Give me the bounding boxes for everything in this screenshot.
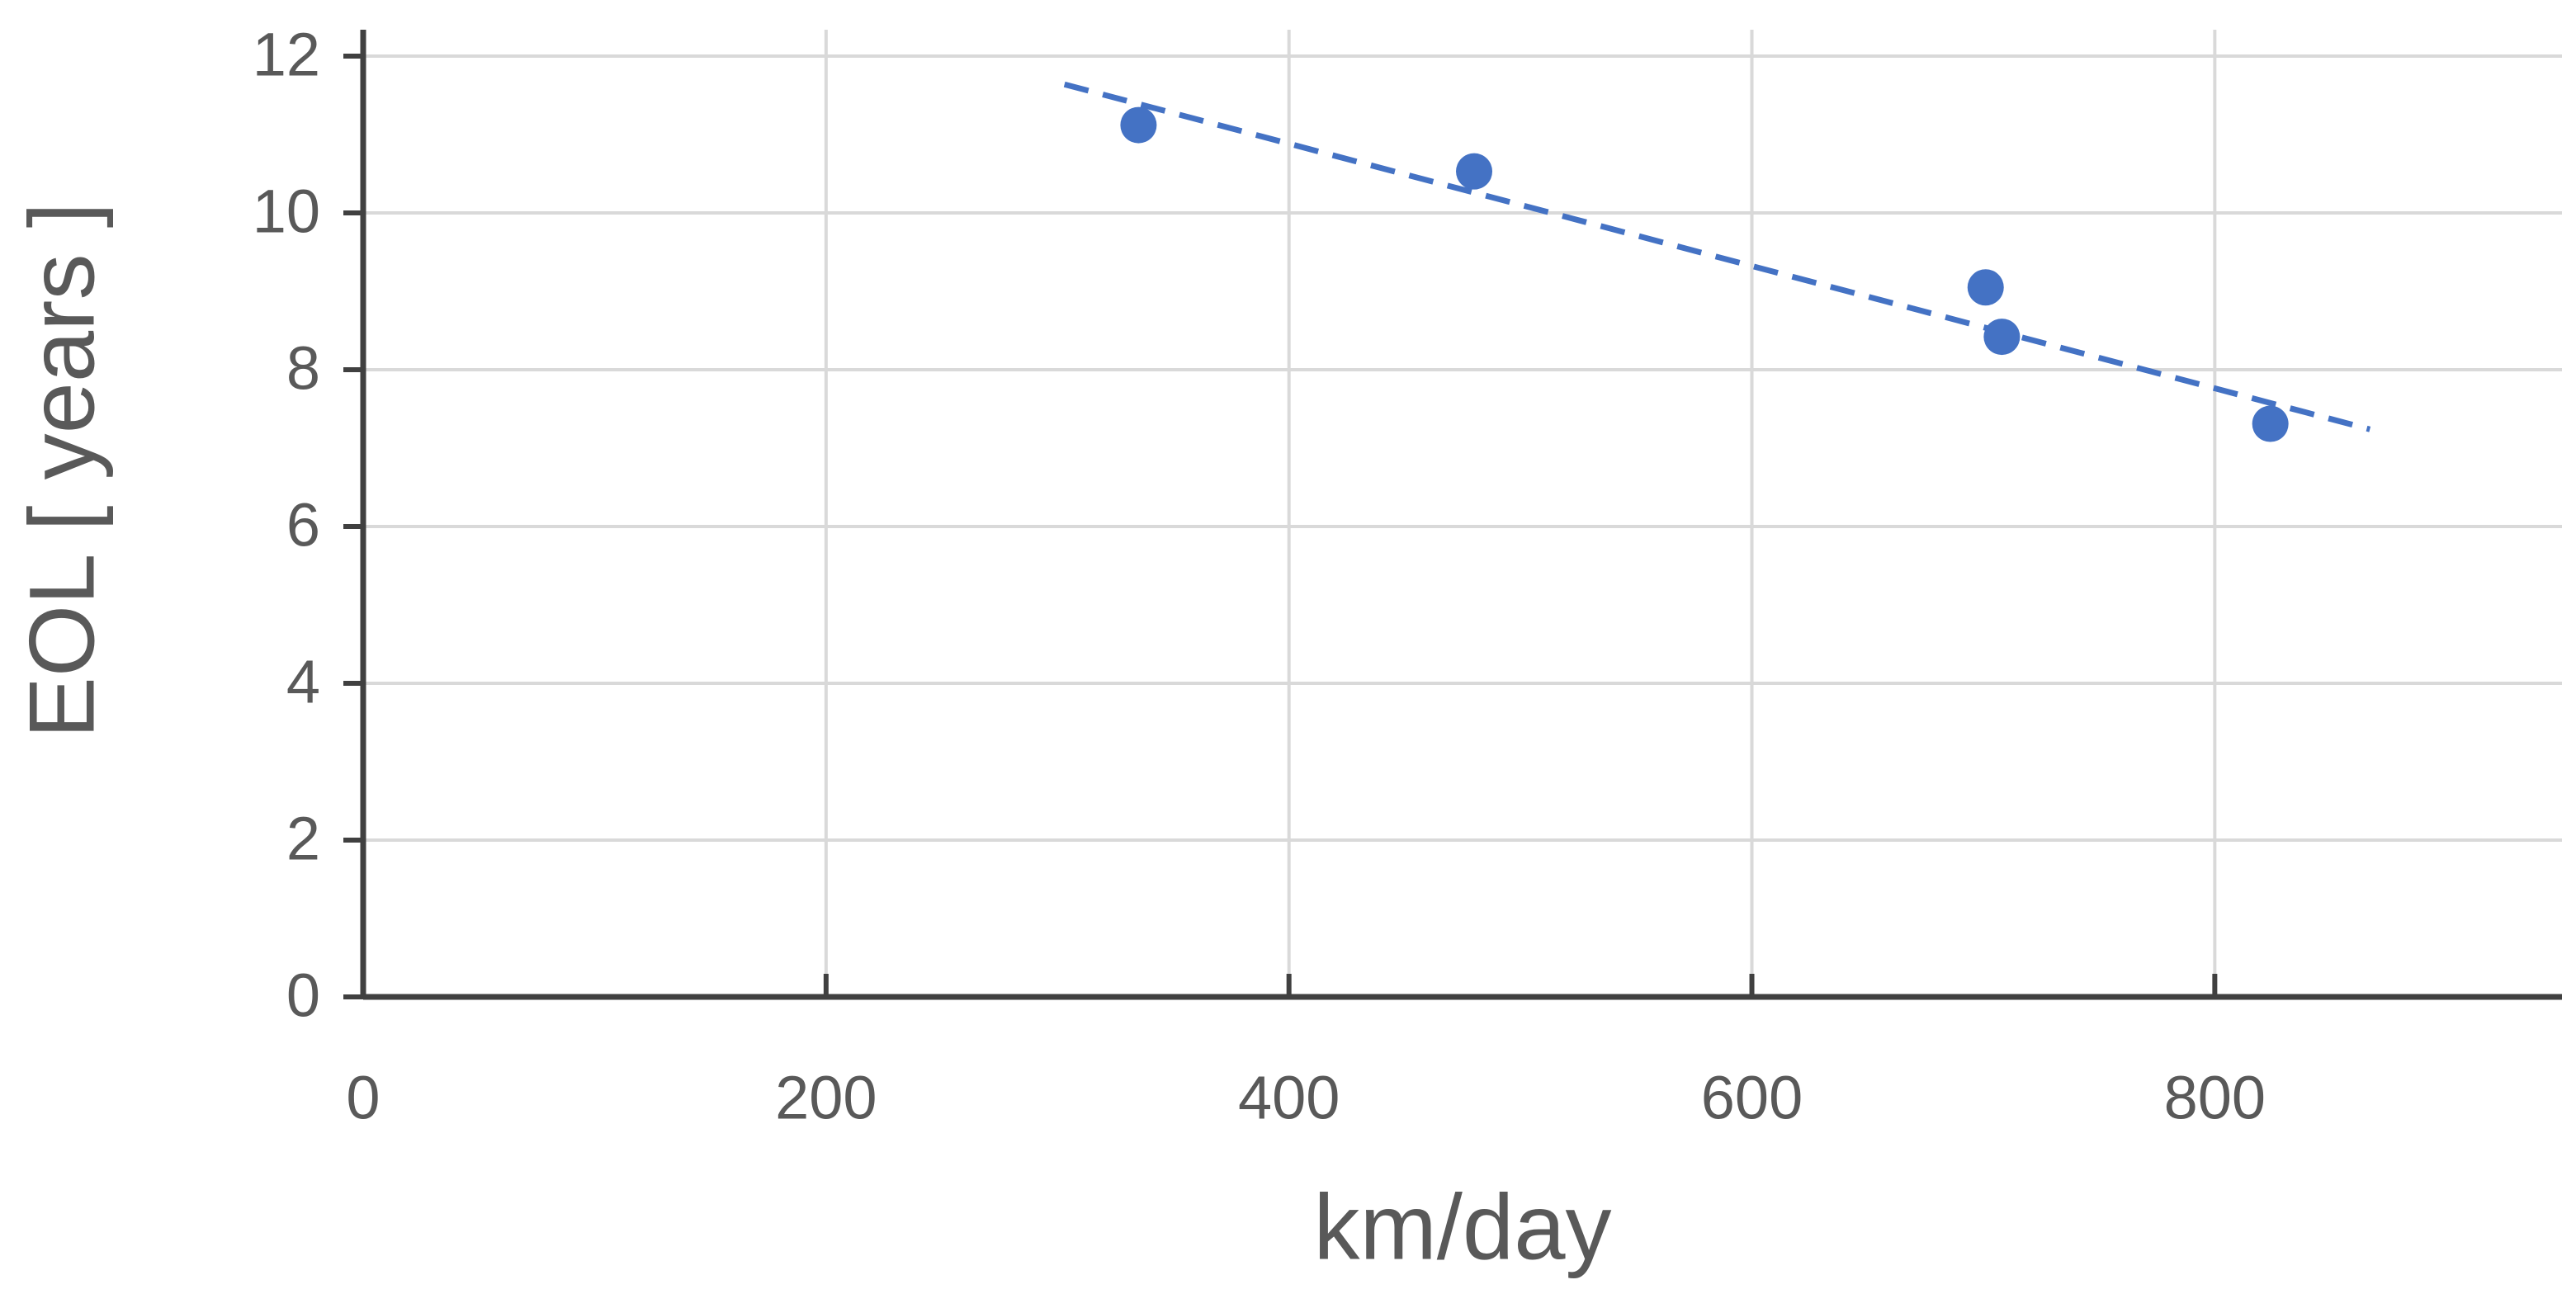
y-tick-label: 6 <box>286 491 320 560</box>
y-tick-label: 10 <box>253 177 320 246</box>
x-tick-label: 0 <box>346 1064 380 1132</box>
y-tick-label: 0 <box>286 961 320 1030</box>
point <box>1983 319 2021 356</box>
x-tick-label: 600 <box>1701 1064 1803 1132</box>
point <box>2252 405 2289 442</box>
y-axis-title: EOL [ years ] <box>11 202 114 738</box>
x-tick-label: 400 <box>1238 1064 1340 1132</box>
point <box>1120 106 1157 144</box>
x-tick-label: 800 <box>2164 1064 2266 1132</box>
y-tick-label: 4 <box>286 648 320 716</box>
y-tick-label: 12 <box>253 21 320 89</box>
point <box>1456 153 1493 190</box>
trendline <box>1063 81 2371 432</box>
y-tick-label: 8 <box>286 334 320 403</box>
point <box>1967 269 2004 306</box>
x-tick-label: 200 <box>775 1064 877 1132</box>
x-axis-title: km/day <box>1314 1176 1612 1279</box>
y-tick-label: 2 <box>286 805 320 873</box>
